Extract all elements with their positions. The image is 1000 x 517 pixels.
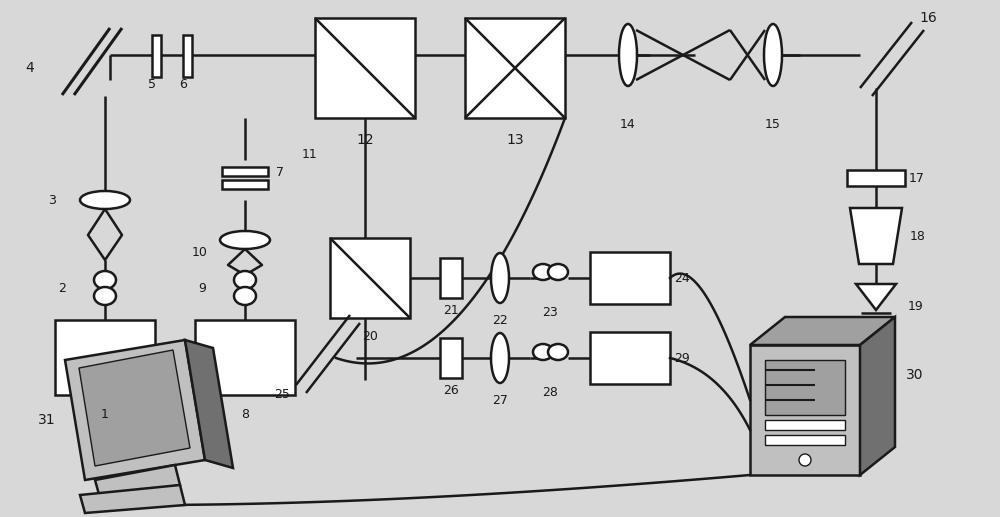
Bar	[183, 35, 192, 77]
Ellipse shape	[234, 287, 256, 305]
Ellipse shape	[491, 253, 509, 303]
Bar	[440, 258, 462, 298]
Bar	[765, 360, 845, 415]
Text: 24: 24	[674, 271, 690, 284]
Text: 27: 27	[492, 393, 508, 406]
Ellipse shape	[220, 231, 270, 249]
Bar	[222, 180, 268, 189]
Text: 11: 11	[302, 148, 318, 161]
Bar	[195, 320, 295, 395]
Ellipse shape	[548, 264, 568, 280]
Text: 2: 2	[58, 281, 66, 295]
Text: 8: 8	[241, 408, 249, 421]
Bar	[55, 320, 155, 395]
Bar	[440, 338, 462, 378]
Ellipse shape	[548, 344, 568, 360]
Text: 23: 23	[542, 306, 558, 318]
Text: 30: 30	[906, 368, 924, 382]
Text: 16: 16	[919, 11, 937, 25]
Polygon shape	[860, 317, 895, 475]
Text: 7: 7	[276, 165, 284, 178]
Text: 15: 15	[765, 118, 781, 131]
Ellipse shape	[799, 454, 811, 466]
Bar	[765, 435, 845, 445]
Text: 9: 9	[198, 281, 206, 295]
Bar	[590, 252, 670, 304]
Ellipse shape	[764, 24, 782, 86]
Ellipse shape	[234, 271, 256, 289]
Text: 12: 12	[356, 133, 374, 147]
Ellipse shape	[94, 271, 116, 289]
Bar	[315, 18, 415, 118]
Bar	[847, 170, 905, 186]
Text: 13: 13	[506, 133, 524, 147]
Text: 10: 10	[192, 246, 208, 258]
Bar	[330, 238, 410, 318]
Text: 17: 17	[909, 172, 925, 185]
Text: 28: 28	[542, 387, 558, 400]
Polygon shape	[80, 485, 185, 513]
Text: 25: 25	[274, 388, 290, 402]
Text: 6: 6	[179, 79, 187, 92]
Polygon shape	[65, 340, 205, 480]
Text: 29: 29	[674, 352, 690, 364]
Text: 3: 3	[48, 193, 56, 206]
Text: 31: 31	[38, 413, 56, 427]
Bar	[750, 345, 860, 475]
Polygon shape	[79, 350, 190, 466]
Polygon shape	[856, 284, 896, 310]
Text: 22: 22	[492, 313, 508, 327]
Polygon shape	[750, 317, 895, 345]
Text: 5: 5	[148, 79, 156, 92]
Text: 14: 14	[620, 118, 636, 131]
Ellipse shape	[533, 264, 553, 280]
Ellipse shape	[619, 24, 637, 86]
Ellipse shape	[80, 191, 130, 209]
Bar	[765, 420, 845, 430]
Polygon shape	[185, 340, 233, 468]
Bar	[465, 18, 565, 118]
Polygon shape	[95, 465, 180, 498]
Bar	[222, 167, 268, 176]
Text: 18: 18	[910, 230, 926, 242]
Polygon shape	[850, 208, 902, 264]
Ellipse shape	[533, 344, 553, 360]
Text: 1: 1	[101, 408, 109, 421]
Bar	[152, 35, 161, 77]
Ellipse shape	[491, 333, 509, 383]
Text: 4: 4	[26, 61, 34, 75]
Text: 19: 19	[908, 299, 924, 312]
Ellipse shape	[94, 287, 116, 305]
Bar	[590, 332, 670, 384]
Text: 20: 20	[362, 329, 378, 342]
Text: 26: 26	[443, 384, 459, 397]
Text: 21: 21	[443, 303, 459, 316]
